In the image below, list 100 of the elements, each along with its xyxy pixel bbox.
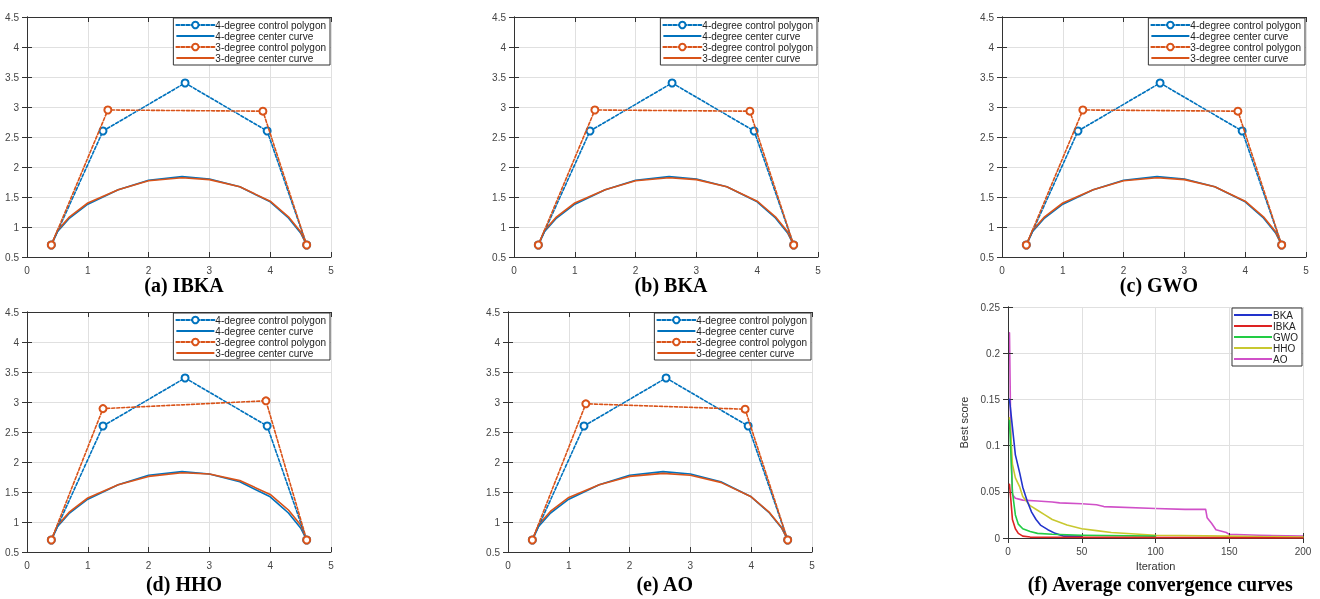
legend-label: BKA [1273,309,1294,321]
x-tick-label: 200 [1294,545,1312,557]
x-tick-label: 5 [809,559,816,571]
y-tick-label: 2.5 [5,426,20,438]
x-tick-label: 2 [1120,264,1127,276]
point [180,78,190,88]
x-tick-label: 5 [328,559,335,571]
x-tick-label: 3 [693,264,700,276]
y-tick-label: 3 [13,396,20,408]
y-tick-label: 1.5 [486,486,501,498]
point [98,421,108,431]
legend-label: 3-degree center curve [702,52,801,64]
text: (d) HHO [145,573,223,596]
text: (c) GWO [1119,274,1199,297]
y-tick-label: 2 [988,161,995,173]
y-tick-label: 2 [13,161,20,173]
y-tick-label: 3.5 [980,71,995,83]
x-tick-label: 5 [328,264,335,276]
y-tick-label: 2.5 [5,131,20,143]
text: (b) BKA [634,274,708,297]
x-tick-label: 1 [566,559,573,571]
y-tick-label: 1.5 [492,191,507,203]
y-tick-label: 4 [13,41,20,53]
y-tick-label: 4 [500,41,507,53]
x-tick-label: 3 [687,559,694,571]
y-tick-label: 4 [988,41,995,53]
y-tick-label: 2.5 [492,131,507,143]
point [590,105,600,115]
y-tick-label: 0.1 [986,440,1001,452]
text: (a) IBKA [144,274,225,297]
y-tick-label: 3.5 [5,366,20,378]
legend-label: 3-degree center curve [215,347,314,359]
y-tick-label: 1.5 [980,191,995,203]
legend-label: 4-degree control polygon [696,314,808,326]
x-tick-label: 2 [145,559,152,571]
y-tick-label: 1 [13,221,20,233]
x-tick-label: 4 [748,559,755,571]
legend-label: 3-degree control polygon [1190,41,1302,53]
point [581,399,591,409]
y-tick-label: 3.5 [486,366,501,378]
x-tick-label: 4 [754,264,761,276]
x-tick-label: 3 [206,264,213,276]
y-tick-label: 3.5 [492,71,507,83]
y-tick-label: 3.5 [5,71,20,83]
line-series [1008,419,1157,537]
y-tick-label: 4 [494,336,501,348]
point [98,126,108,136]
legend-label: 4-degree center curve [702,30,801,42]
point [1233,106,1243,116]
y-tick-label: 4.5 [5,11,20,23]
point [261,396,271,406]
y-tick-label: 1 [13,516,20,528]
point [180,373,190,383]
text: (f) Average convergence curves [1027,573,1293,596]
y-tick-label: 0.2 [986,347,1001,359]
y-tick-label: 4 [13,336,20,348]
y-tick-label: 3 [988,101,995,113]
legend-label: 3-degree center curve [1190,52,1289,64]
x-tick-label: 3 [1181,264,1188,276]
y-tick-label: 2 [13,456,20,468]
x-tick-label: 0 [24,264,31,276]
y-tick-label: 1 [494,516,501,528]
y-tick-label: 1 [988,221,995,233]
x-tick-label: 1 [85,559,92,571]
y-tick-label: 0 [994,532,1001,544]
legend-label: 3-degree control polygon [215,336,327,348]
y-tick-label: 0.15 [980,393,1001,405]
legend-label: 4-degree control polygon [215,19,327,31]
x-tick-label: 1 [85,264,92,276]
y-tick-label: 3 [13,101,20,113]
point [258,106,268,116]
legend-label: AO [1273,353,1288,365]
y-tick-label: 4.5 [492,11,507,23]
x-axis-title: Iteration [1135,560,1176,573]
x-tick-label: 4 [1242,264,1249,276]
y-tick-label: 4.5 [5,306,20,318]
x-tick-label: 4 [267,559,274,571]
legend-label: 4-degree center curve [215,30,314,42]
legend-label: GWO [1273,331,1299,343]
y-tick-label: 2.5 [980,131,995,143]
y-tick-label: 0.5 [980,251,995,263]
y-tick-label: 4.5 [980,11,995,23]
y-tick-label: 2 [500,161,507,173]
y-tick-label: 1 [500,221,507,233]
point [98,404,108,414]
x-tick-label: 2 [626,559,633,571]
x-tick-label: 3 [206,559,213,571]
legend-label: 3-degree control polygon [215,41,327,53]
legend-label: 4-degree control polygon [1190,19,1302,31]
x-tick-label: 0 [1005,545,1012,557]
point [661,373,671,383]
legend-label: 4-degree control polygon [215,314,327,326]
point [740,404,750,414]
y-tick-label: 0.5 [486,546,501,558]
legend-label: 3-degree center curve [696,347,795,359]
y-tick-label: 0.05 [980,486,1001,498]
y-tick-label: 3 [500,101,507,113]
point [1073,126,1083,136]
x-tick-label: 1 [1060,264,1067,276]
legend-label: 4-degree center curve [1190,30,1289,42]
